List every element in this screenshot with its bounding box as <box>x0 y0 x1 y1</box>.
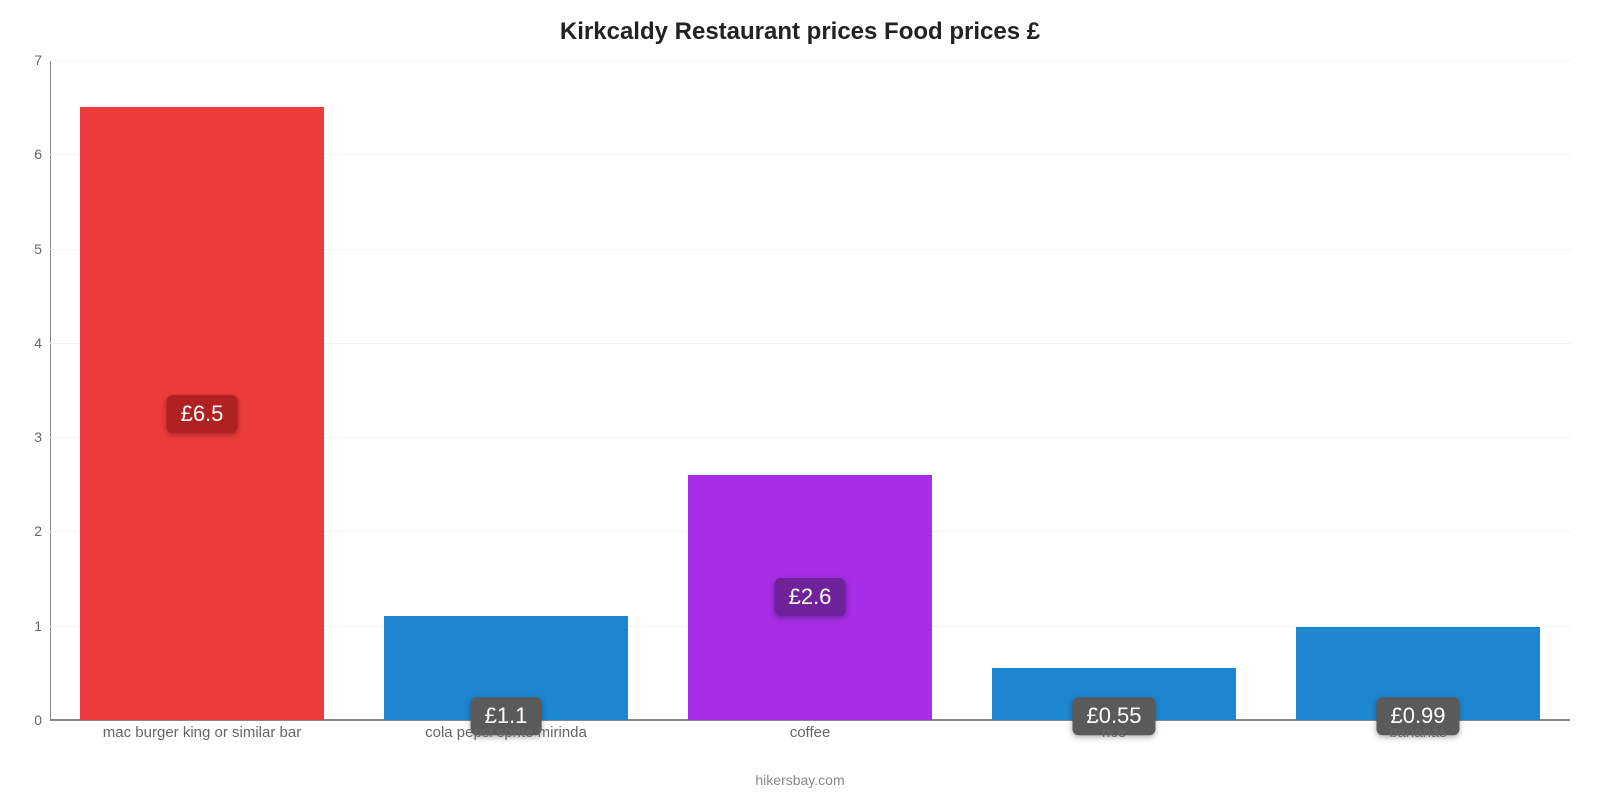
bar: £0.55 <box>992 668 1235 720</box>
x-axis-label: mac burger king or similar bar <box>50 724 354 741</box>
chart-container: Kirkcaldy Restaurant prices Food prices … <box>0 0 1600 800</box>
bar: £0.99 <box>1296 627 1539 720</box>
x-axis-label: cola pepsi sprite mirinda <box>354 724 658 741</box>
bar-slot: £0.55 <box>962 60 1266 720</box>
bar-slot: £2.6 <box>658 60 962 720</box>
x-axis-label: coffee <box>658 724 962 741</box>
bar-slot: £0.99 <box>1266 60 1570 720</box>
attribution-text: hikersbay.com <box>0 772 1600 788</box>
y-tick-label: 2 <box>12 523 42 539</box>
gridline <box>50 720 1570 721</box>
y-tick-label: 4 <box>12 335 42 351</box>
y-tick-label: 5 <box>12 241 42 257</box>
x-axis-label: bananas <box>1266 724 1570 741</box>
y-tick-label: 1 <box>12 618 42 634</box>
value-badge: £2.6 <box>775 578 846 616</box>
y-tick-label: 0 <box>12 712 42 728</box>
chart-title: Kirkcaldy Restaurant prices Food prices … <box>0 18 1600 46</box>
plot-area: 01234567 £6.5£1.1£2.6£0.55£0.99 <box>50 60 1570 720</box>
x-axis-label: rice <box>962 724 1266 741</box>
bars-group: £6.5 £1.1 £2.6 £0.55 £0.99 <box>50 60 1570 720</box>
bar: £2.6 <box>688 475 931 720</box>
y-tick-label: 6 <box>12 146 42 162</box>
bar-slot: £6.5 <box>50 60 354 720</box>
bar-slot: £1.1 <box>354 60 658 720</box>
bar: £1.1 <box>384 616 627 720</box>
x-axis-labels: mac burger king or similar barcola pepsi… <box>50 724 1570 741</box>
value-badge: £6.5 <box>167 395 238 433</box>
bar: £6.5 <box>80 107 323 720</box>
y-tick-label: 7 <box>12 52 42 68</box>
y-tick-label: 3 <box>12 429 42 445</box>
